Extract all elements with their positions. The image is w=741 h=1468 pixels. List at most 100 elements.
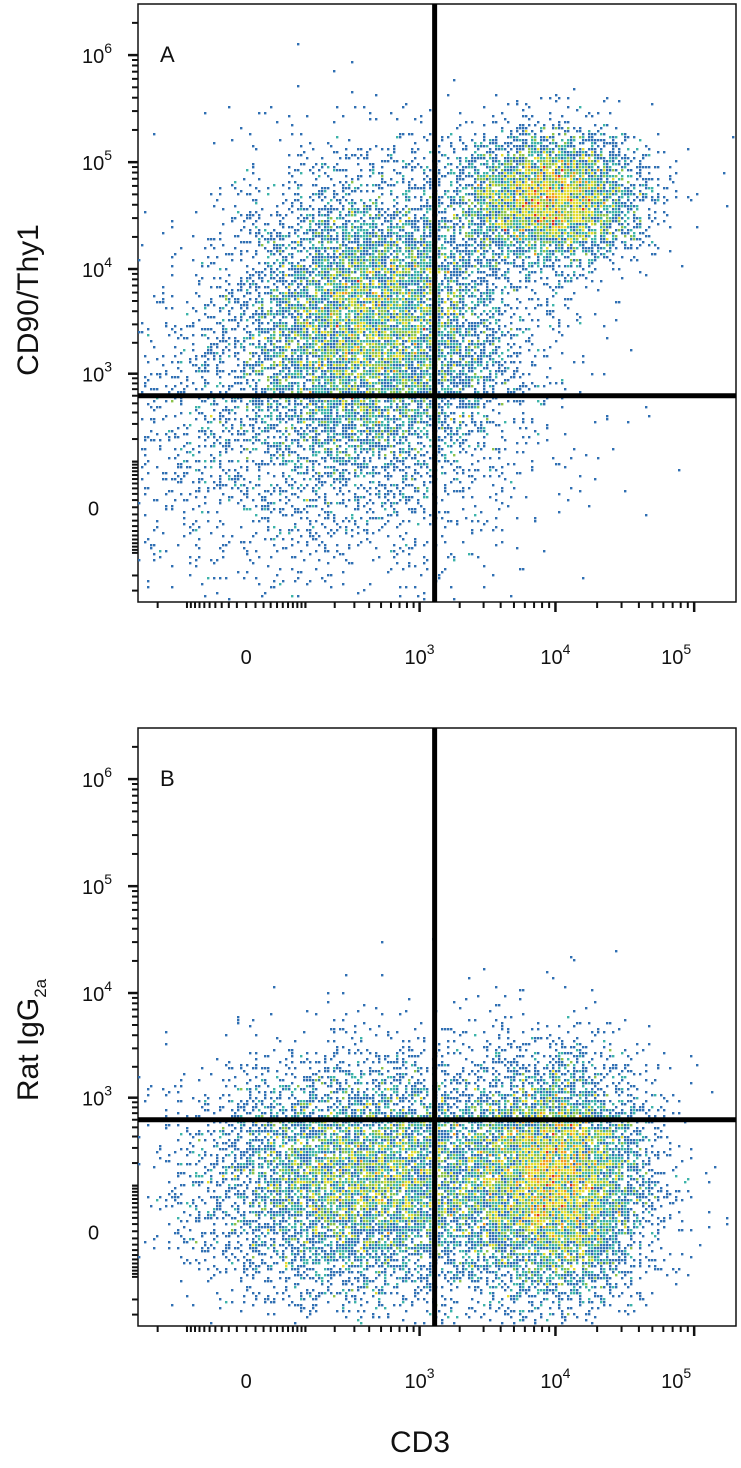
event-dot	[492, 364, 495, 367]
event-dot	[309, 424, 312, 427]
event-dot	[492, 421, 495, 424]
event-dot	[462, 148, 465, 151]
event-dot	[354, 367, 357, 370]
event-dot	[342, 250, 345, 253]
event-dot	[459, 313, 462, 316]
event-dot	[429, 376, 432, 379]
event-dot	[333, 373, 336, 376]
event-dot	[339, 433, 342, 436]
event-dot	[174, 415, 177, 418]
event-dot	[363, 298, 366, 301]
event-dot	[297, 268, 300, 271]
event-dot	[384, 238, 387, 241]
event-dot	[438, 436, 441, 439]
event-dot	[468, 430, 471, 433]
event-dot	[366, 448, 369, 451]
event-dot	[252, 256, 255, 259]
event-dot	[447, 286, 450, 289]
event-dot	[414, 382, 417, 385]
event-dot	[486, 361, 489, 364]
event-dot	[474, 199, 477, 202]
event-dot	[288, 334, 291, 337]
event-dot	[363, 277, 366, 280]
event-dot	[426, 337, 429, 340]
event-dot	[309, 367, 312, 370]
event-dot	[372, 511, 375, 514]
event-dot	[366, 253, 369, 256]
event-dot	[423, 226, 426, 229]
event-dot	[258, 340, 261, 343]
event-dot	[291, 205, 294, 208]
event-dot	[492, 316, 495, 319]
event-dot	[357, 358, 360, 361]
event-dot	[417, 409, 420, 412]
event-dot	[393, 331, 396, 334]
event-dot	[264, 337, 267, 340]
event-dot	[336, 373, 339, 376]
event-dot	[516, 307, 519, 310]
event-dot	[318, 439, 321, 442]
event-dot	[327, 241, 330, 244]
event-dot	[306, 367, 309, 370]
event-dot	[342, 259, 345, 262]
event-dot	[465, 277, 468, 280]
event-dot	[294, 271, 297, 274]
event-dot	[465, 439, 468, 442]
event-dot	[282, 418, 285, 421]
event-dot	[258, 358, 261, 361]
event-dot	[360, 415, 363, 418]
event-dot	[348, 304, 351, 307]
event-dot	[444, 376, 447, 379]
event-dot	[444, 271, 447, 274]
event-dot	[399, 280, 402, 283]
event-dot	[309, 430, 312, 433]
event-dot	[369, 439, 372, 442]
event-dot	[330, 319, 333, 322]
event-dot	[300, 331, 303, 334]
event-dot	[417, 208, 420, 211]
event-dot	[300, 259, 303, 262]
event-dot	[447, 424, 450, 427]
event-dot	[450, 334, 453, 337]
event-dot	[237, 475, 240, 478]
event-dot	[384, 454, 387, 457]
event-dot	[351, 457, 354, 460]
event-dot	[519, 346, 522, 349]
event-dot	[417, 364, 420, 367]
event-dot	[402, 430, 405, 433]
event-dot	[480, 322, 483, 325]
event-dot	[459, 436, 462, 439]
event-dot	[363, 391, 366, 394]
event-dot	[312, 301, 315, 304]
event-dot	[360, 271, 363, 274]
event-dot	[447, 415, 450, 418]
event-dot	[372, 235, 375, 238]
event-dot	[429, 364, 432, 367]
event-dot	[387, 277, 390, 280]
event-dot	[339, 373, 342, 376]
event-dot	[333, 304, 336, 307]
event-dot	[420, 436, 423, 439]
event-dot	[405, 316, 408, 319]
event-dot	[387, 472, 390, 475]
event-dot	[411, 256, 414, 259]
event-dot	[330, 295, 333, 298]
event-dot	[330, 502, 333, 505]
event-dot	[318, 271, 321, 274]
event-dot	[420, 403, 423, 406]
event-dot	[402, 403, 405, 406]
event-dot	[414, 259, 417, 262]
event-dot	[378, 235, 381, 238]
event-dot	[342, 337, 345, 340]
event-dot	[357, 403, 360, 406]
event-dot	[462, 388, 465, 391]
event-dot	[456, 376, 459, 379]
event-dot	[285, 439, 288, 442]
event-dot	[372, 328, 375, 331]
event-dot	[375, 343, 378, 346]
event-dot	[255, 418, 258, 421]
event-dot	[264, 313, 267, 316]
event-dot	[342, 223, 345, 226]
event-dot	[426, 235, 429, 238]
